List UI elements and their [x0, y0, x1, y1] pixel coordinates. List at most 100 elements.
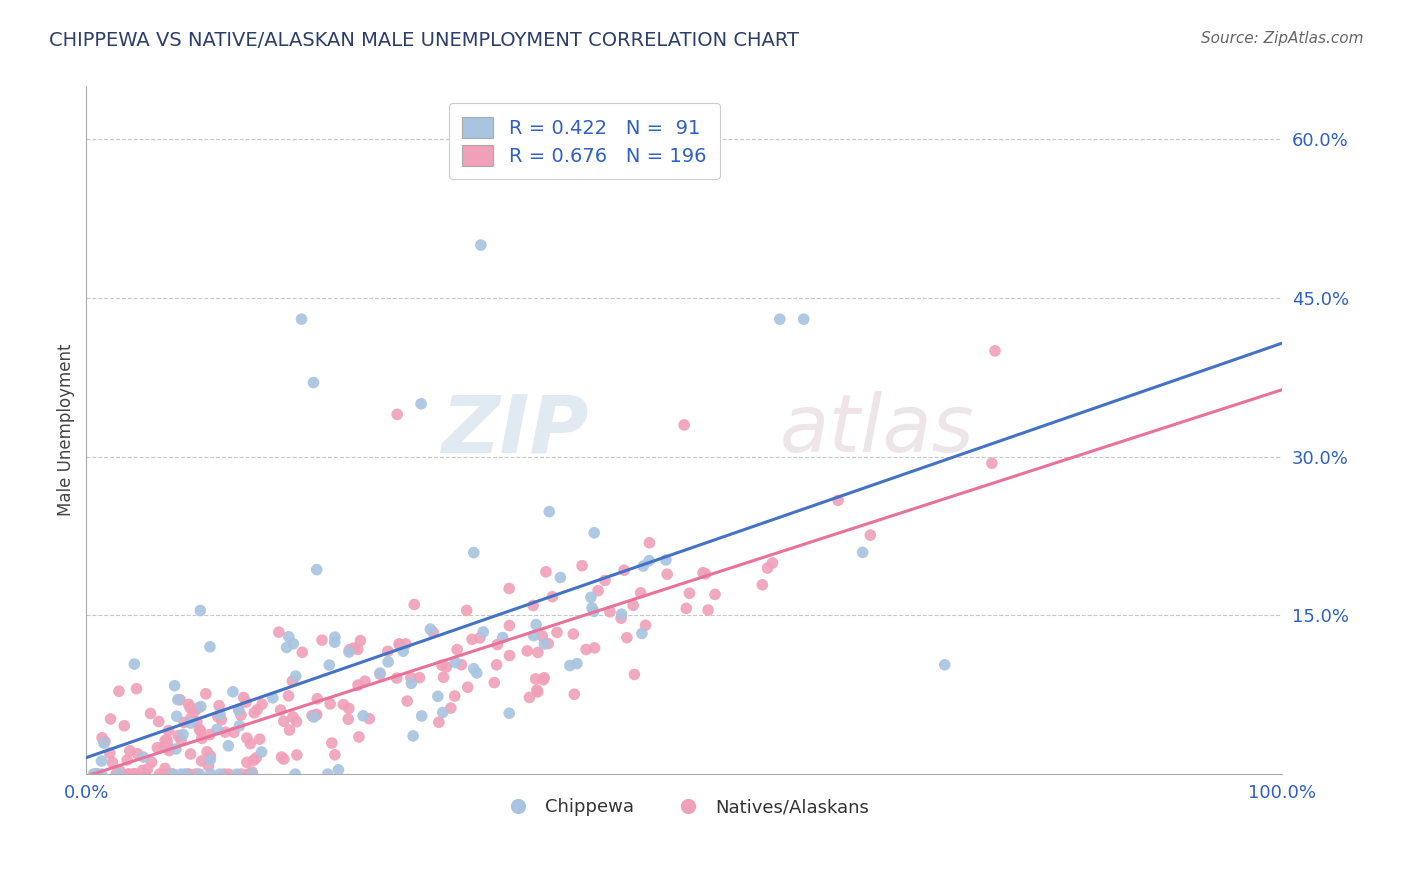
- Point: [486, 638, 509, 652]
- Point: [91, 731, 114, 745]
- Point: [86, 767, 108, 781]
- Point: [498, 582, 520, 596]
- Point: [186, 767, 208, 781]
- Point: [599, 605, 621, 619]
- Point: [163, 679, 186, 693]
- Point: [235, 695, 257, 709]
- Point: [195, 745, 218, 759]
- Point: [519, 690, 541, 705]
- Point: [692, 566, 714, 580]
- Point: [90, 767, 112, 781]
- Point: [323, 630, 346, 644]
- Point: [430, 658, 453, 673]
- Point: [321, 736, 343, 750]
- Point: [562, 687, 585, 701]
- Point: [94, 734, 117, 748]
- Point: [273, 752, 295, 766]
- Point: [194, 687, 217, 701]
- Point: [610, 611, 633, 625]
- Y-axis label: Male Unemployment: Male Unemployment: [58, 344, 75, 516]
- Point: [118, 744, 141, 758]
- Point: [616, 631, 638, 645]
- Point: [198, 727, 221, 741]
- Point: [176, 767, 198, 781]
- Point: [208, 707, 231, 722]
- Point: [177, 698, 200, 712]
- Point: [579, 591, 602, 605]
- Point: [432, 670, 454, 684]
- Point: [537, 637, 560, 651]
- Point: [354, 674, 377, 689]
- Point: [228, 702, 250, 716]
- Point: [583, 525, 606, 540]
- Point: [83, 767, 105, 781]
- Point: [409, 397, 432, 411]
- Point: [122, 767, 145, 781]
- Point: [337, 701, 360, 715]
- Point: [980, 456, 1002, 470]
- Point: [117, 767, 139, 781]
- Point: [546, 625, 568, 640]
- Point: [485, 657, 508, 672]
- Point: [634, 618, 657, 632]
- Point: [571, 558, 593, 573]
- Point: [583, 640, 606, 655]
- Point: [533, 637, 555, 651]
- Point: [291, 645, 314, 659]
- Point: [153, 767, 176, 781]
- Point: [200, 767, 222, 781]
- Point: [377, 644, 399, 658]
- Point: [238, 767, 260, 781]
- Point: [343, 641, 366, 656]
- Point: [170, 733, 193, 747]
- Point: [434, 660, 457, 674]
- Point: [157, 723, 180, 738]
- Point: [610, 607, 633, 622]
- Point: [184, 767, 207, 781]
- Point: [236, 756, 259, 770]
- Point: [157, 744, 180, 758]
- Point: [278, 723, 301, 737]
- Point: [582, 604, 605, 618]
- Point: [623, 667, 645, 681]
- Point: [934, 657, 956, 672]
- Point: [125, 681, 148, 696]
- Point: [472, 624, 495, 639]
- Point: [385, 671, 408, 685]
- Point: [190, 699, 212, 714]
- Point: [534, 565, 557, 579]
- Point: [392, 644, 415, 658]
- Point: [337, 645, 360, 659]
- Point: [305, 707, 328, 722]
- Point: [90, 754, 112, 768]
- Point: [565, 657, 588, 671]
- Point: [200, 748, 222, 763]
- Point: [408, 671, 430, 685]
- Point: [276, 640, 298, 655]
- Point: [498, 648, 520, 663]
- Point: [231, 767, 253, 781]
- Point: [190, 724, 212, 739]
- Point: [531, 629, 554, 643]
- Point: [159, 767, 181, 781]
- Point: [323, 635, 346, 649]
- Point: [657, 567, 679, 582]
- Point: [105, 767, 128, 781]
- Point: [404, 598, 426, 612]
- Point: [225, 767, 247, 781]
- Point: [107, 767, 129, 781]
- Point: [593, 574, 616, 588]
- Text: ZIP: ZIP: [441, 392, 589, 469]
- Point: [349, 633, 371, 648]
- Point: [377, 655, 399, 669]
- Point: [132, 750, 155, 764]
- Point: [232, 690, 254, 705]
- Point: [218, 767, 240, 781]
- Point: [444, 656, 467, 670]
- Point: [131, 764, 153, 778]
- Point: [177, 767, 200, 781]
- Point: [524, 617, 547, 632]
- Point: [208, 698, 231, 713]
- Point: [432, 706, 454, 720]
- Point: [523, 629, 546, 643]
